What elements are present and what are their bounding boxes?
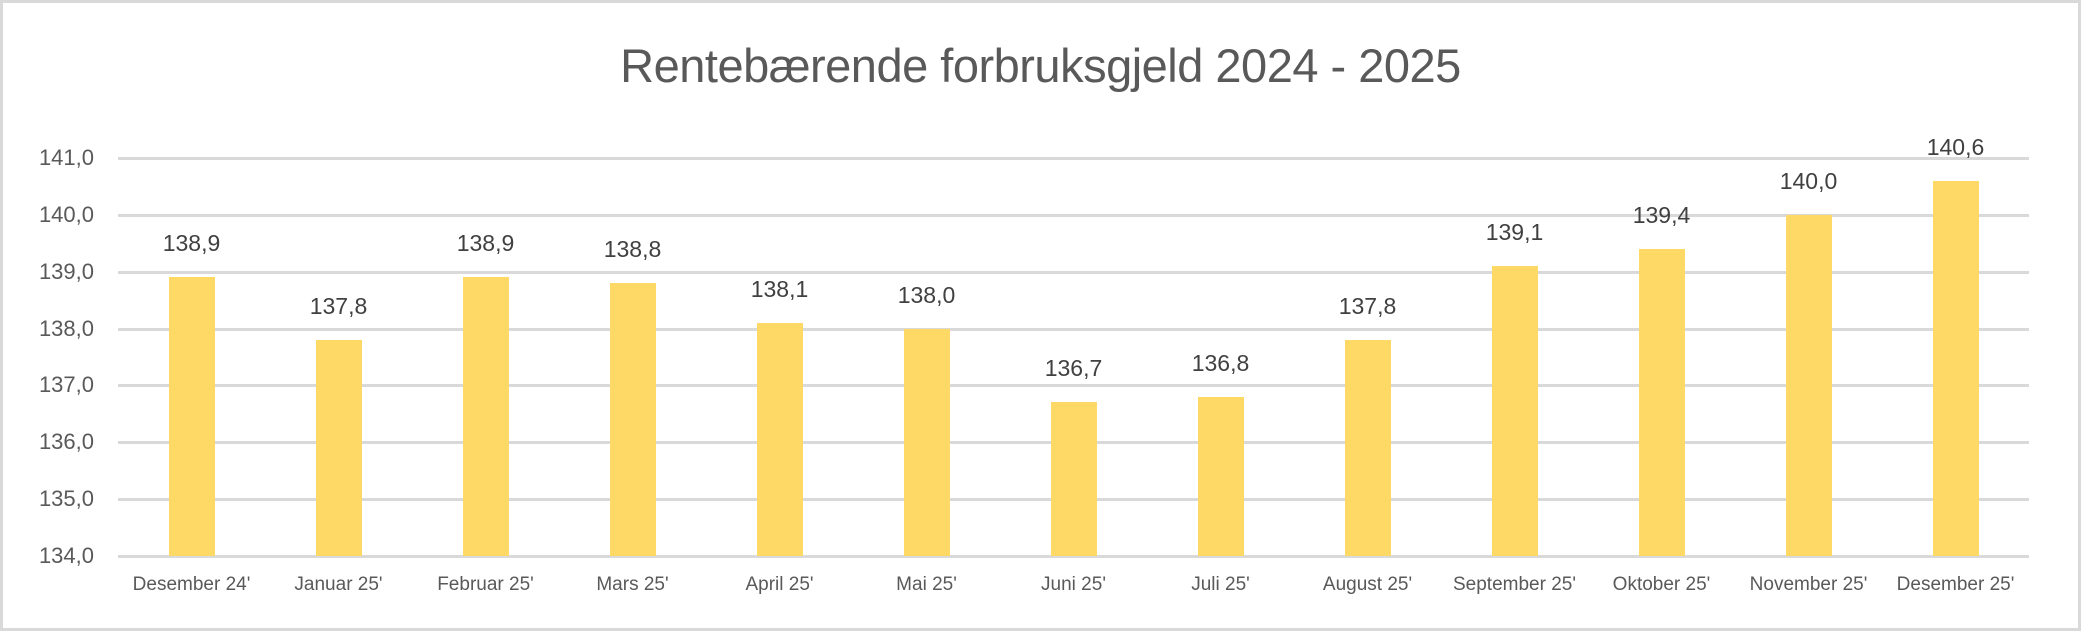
chart-title: Rentebærende forbruksgjeld 2024 - 2025 (620, 39, 1461, 92)
bar (1491, 266, 1538, 556)
gridline (118, 213, 2029, 217)
x-axis-category-label: Juli 25' (1191, 574, 1250, 595)
bar (1050, 402, 1097, 556)
data-label: 136,7 (1044, 355, 1103, 382)
bar (1638, 248, 1685, 556)
data-label: 140,6 (1926, 133, 1985, 160)
bar (756, 322, 803, 556)
gridline (118, 157, 2029, 160)
x-axis-category-label: Oktober 25' (1612, 574, 1711, 595)
x-axis-category-label: November 25' (1749, 574, 1868, 595)
data-label: 139,4 (1632, 201, 1691, 228)
x-axis-category-label: August 25' (1322, 574, 1413, 595)
bar (1197, 396, 1244, 556)
data-label: 138,9 (162, 230, 221, 257)
data-label: 136,8 (1191, 349, 1250, 376)
data-label: 137,8 (309, 292, 368, 319)
x-axis-category-label: September 25' (1453, 574, 1576, 595)
gridline (118, 270, 2029, 274)
bar (1344, 339, 1391, 556)
bar (462, 277, 509, 556)
x-axis-category-label: Mars 25' (596, 574, 669, 595)
y-axis-tick-label: 134,0 (38, 543, 94, 568)
y-axis-tick-label: 139,0 (38, 258, 94, 284)
data-label: 137,8 (1338, 292, 1397, 319)
data-label: 138,9 (456, 230, 515, 257)
data-label: 138,8 (603, 236, 662, 263)
y-axis-tick-label: 136,0 (38, 429, 94, 455)
x-axis-category-label: Januar 25' (294, 574, 383, 595)
bar (1785, 214, 1832, 556)
bar (903, 328, 950, 556)
x-axis-category-label: Juni 25' (1041, 574, 1106, 595)
data-label: 140,0 (1779, 167, 1838, 194)
x-axis-category-label: Februar 25' (437, 574, 534, 595)
y-axis-tick-label: 137,0 (38, 372, 94, 398)
x-axis-category-label: April 25' (745, 574, 814, 595)
data-label: 138,0 (897, 281, 956, 308)
gridline (118, 384, 2029, 388)
data-label: 138,1 (750, 275, 809, 302)
y-axis-tick-label: 138,0 (38, 315, 94, 341)
gridline (118, 555, 2029, 558)
gridline (118, 327, 2029, 331)
y-axis-tick-label: 135,0 (38, 486, 94, 512)
y-axis-tick-label: 140,0 (38, 201, 94, 227)
x-axis-category-label: Mai 25' (896, 574, 957, 595)
bar (1932, 180, 1979, 556)
bar (609, 283, 656, 556)
bar (168, 277, 215, 556)
data-label: 139,1 (1485, 219, 1544, 246)
x-axis-category-label: Desember 25' (1896, 574, 2015, 595)
x-axis-category-label: Desember 24' (132, 574, 251, 595)
bar (315, 339, 362, 556)
y-axis-tick-label: 141,0 (38, 145, 94, 170)
